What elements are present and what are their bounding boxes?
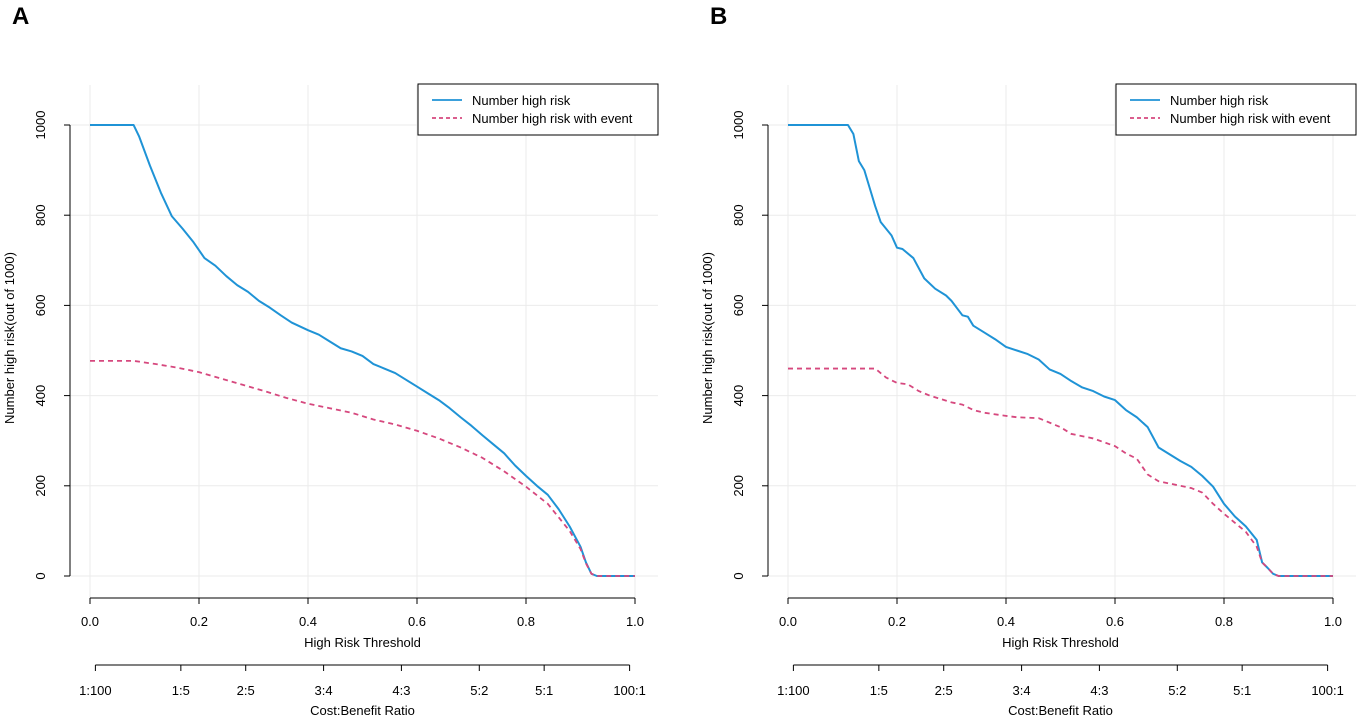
cost-benefit-tick-label: 2:5 (935, 683, 953, 698)
x-axis-title: High Risk Threshold (304, 635, 421, 650)
panel-letter: A (12, 3, 29, 30)
y-axis-title: Number high risk(out of 1000) (2, 252, 17, 424)
series-line-high-risk-with-event (788, 367, 1333, 577)
legend-box (417, 83, 659, 136)
cost-benefit-tick-label: 1:5 (870, 683, 888, 698)
cost-benefit-tick-label: 3:4 (1013, 683, 1031, 698)
panel-b: B 0 200 400 600 800 1000 Number high risk(out o… (698, 0, 1358, 718)
chart-panel-a: A 0 200 400 600 800 1000 Number high risk(out o… (2, 3, 659, 718)
legend-label: Number high risk (472, 93, 571, 108)
y-tick-label: 800 (33, 204, 48, 226)
x-tick-label: 1.0 (626, 614, 644, 629)
legend: Number high risk Number high risk with ev… (1115, 83, 1357, 136)
x-tick-label: 0.6 (1106, 614, 1124, 629)
y-tick-label: 400 (731, 385, 746, 407)
series-line-high-risk (90, 124, 635, 577)
legend-label: Number high risk with event (472, 111, 633, 126)
x-axis-title: High Risk Threshold (1002, 635, 1119, 650)
cost-benefit-tick-label: 100:1 (1311, 683, 1344, 698)
cost-benefit-tick-label: 1:100 (777, 683, 810, 698)
y-tick-label: 600 (731, 295, 746, 317)
cost-benefit-axis-title: Cost:Benefit Ratio (1008, 703, 1113, 718)
cost-benefit-tick-label: 2:5 (237, 683, 255, 698)
series-line-high-risk-with-event (90, 359, 635, 577)
cost-benefit-tick-label: 100:1 (613, 683, 646, 698)
legend-box (1115, 83, 1357, 136)
cost-benefit-tick-label: 5:1 (535, 683, 553, 698)
chart-panel-b: B 0 200 400 600 800 1000 Number high risk(out o… (700, 3, 1357, 718)
x-tick-label: 0.4 (997, 614, 1015, 629)
x-tick-label: 0.2 (888, 614, 906, 629)
x-tick-label: 0.2 (190, 614, 208, 629)
x-tick-label: 1.0 (1324, 614, 1342, 629)
x-tick-label: 0.0 (779, 614, 797, 629)
x-tick-label: 0.0 (81, 614, 99, 629)
panel-letter: B (710, 3, 727, 30)
y-tick-label: 600 (33, 295, 48, 317)
y-tick-label: 0 (731, 572, 746, 579)
y-tick-label: 1000 (33, 111, 48, 140)
series-line-high-risk (788, 124, 1333, 577)
y-tick-label: 400 (33, 385, 48, 407)
cost-benefit-tick-label: 3:4 (315, 683, 333, 698)
cost-benefit-tick-label: 5:2 (1168, 683, 1186, 698)
cost-benefit-axis-title: Cost:Benefit Ratio (310, 703, 415, 718)
x-tick-label: 0.8 (1215, 614, 1233, 629)
cost-benefit-tick-label: 5:1 (1233, 683, 1251, 698)
legend: Number high risk Number high risk with ev… (417, 83, 659, 136)
cost-benefit-tick-label: 5:2 (470, 683, 488, 698)
panel-a: A 0 200 400 600 800 1000 Number high risk(out o… (2, 3, 659, 718)
cost-benefit-tick-label: 4:3 (392, 683, 410, 698)
x-tick-label: 0.8 (517, 614, 535, 629)
y-tick-label: 0 (33, 572, 48, 579)
y-axis-title: Number high risk(out of 1000) (700, 252, 715, 424)
y-tick-label: 1000 (731, 111, 746, 140)
cost-benefit-tick-label: 4:3 (1090, 683, 1108, 698)
x-tick-label: 0.6 (408, 614, 426, 629)
y-tick-label: 200 (731, 475, 746, 497)
y-tick-label: 200 (33, 475, 48, 497)
x-tick-label: 0.4 (299, 614, 317, 629)
legend-label: Number high risk with event (1170, 111, 1331, 126)
cost-benefit-tick-label: 1:100 (79, 683, 112, 698)
cost-benefit-tick-label: 1:5 (172, 683, 190, 698)
y-tick-label: 800 (731, 204, 746, 226)
legend-label: Number high risk (1170, 93, 1269, 108)
